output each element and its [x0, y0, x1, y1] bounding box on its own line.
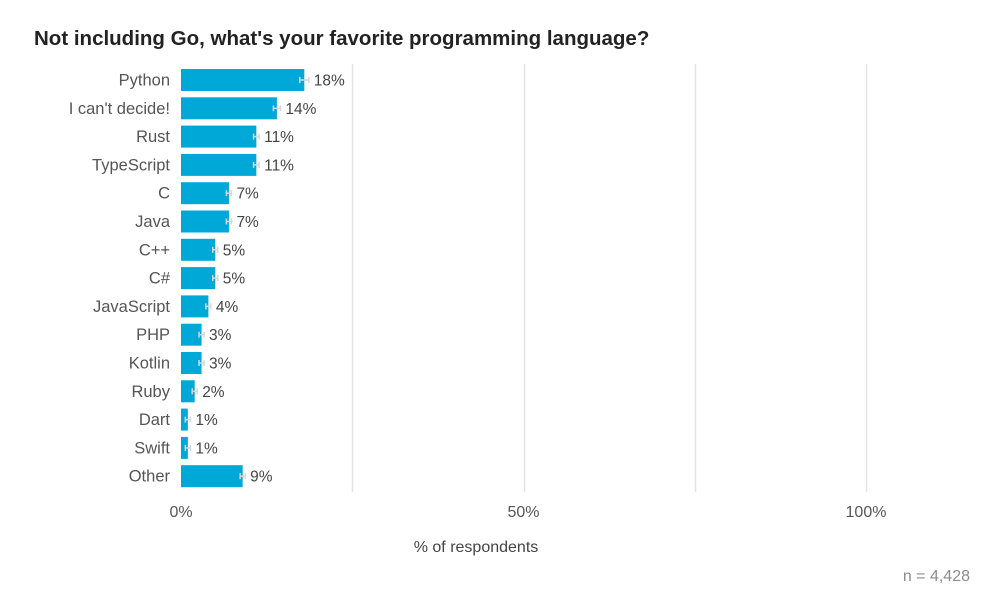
error-bar	[252, 161, 260, 168]
data-label: 7%	[236, 214, 259, 231]
data-label: 1%	[195, 440, 218, 457]
bar	[181, 465, 243, 488]
gridlines	[351, 64, 868, 492]
data-label: 3%	[209, 327, 232, 344]
bar	[181, 380, 195, 403]
bar-row: C 7%	[158, 182, 259, 205]
error-bar	[198, 360, 205, 366]
category-label: Dart	[139, 411, 171, 429]
data-label: 2%	[202, 384, 225, 401]
chart-title: Not including Go, what's your favorite p…	[34, 27, 650, 50]
error-bar	[272, 105, 282, 112]
category-label: Python	[119, 72, 170, 90]
data-label: 18%	[314, 73, 345, 90]
bar-row: TypeScript 11%	[92, 153, 294, 176]
bar-row: C++ 5%	[139, 238, 246, 261]
error-bar	[212, 275, 219, 282]
x-tick-label: 100%	[846, 504, 887, 521]
bar-row: JavaScript 4%	[93, 295, 239, 318]
data-label: 9%	[250, 469, 273, 486]
bar-row: I can't decide! 14%	[69, 97, 317, 120]
bar	[181, 352, 202, 374]
bar-row: Kotlin 3%	[129, 352, 232, 374]
error-bar	[239, 473, 246, 480]
category-label: Rust	[136, 128, 170, 146]
bar-row: Dart 1%	[139, 408, 218, 431]
data-label: 7%	[236, 186, 259, 203]
bar-row: Java 7%	[135, 210, 259, 233]
category-label: Kotlin	[129, 355, 170, 373]
data-label: 5%	[223, 271, 246, 288]
bar	[181, 408, 188, 431]
bar-row: Other 9%	[129, 465, 273, 488]
bar	[181, 97, 277, 120]
category-label: JavaScript	[93, 298, 170, 316]
category-label: PHP	[136, 326, 170, 344]
category-label: Ruby	[131, 383, 170, 401]
bar	[181, 238, 216, 261]
error-bar	[198, 331, 205, 338]
x-tick-label: 50%	[507, 504, 539, 521]
category-label: TypeScript	[92, 156, 170, 174]
error-bar	[205, 303, 212, 310]
x-axis-label: % of respondents	[413, 539, 539, 556]
category-label: Other	[129, 468, 171, 486]
data-label: 11%	[264, 157, 294, 174]
bar	[181, 153, 257, 176]
error-bar	[225, 190, 233, 197]
error-bar	[225, 218, 233, 225]
category-label: C++	[139, 241, 170, 259]
error-bar	[191, 388, 198, 395]
category-label: Java	[135, 213, 171, 231]
error-bar	[252, 133, 260, 140]
bar-row: Ruby 2%	[131, 380, 225, 403]
bar-row: C# 5%	[149, 267, 246, 290]
bar-row: Rust 11%	[136, 125, 294, 148]
bar	[181, 210, 229, 233]
data-label: 11%	[264, 129, 294, 146]
data-label: 5%	[223, 242, 246, 259]
error-bar	[299, 77, 310, 83]
error-bar	[212, 246, 219, 253]
data-label: 14%	[285, 101, 316, 118]
data-label: 1%	[195, 412, 218, 429]
bar-row: Python 18%	[119, 69, 345, 91]
bar-row: PHP 3%	[136, 323, 232, 346]
category-label: Swift	[134, 439, 170, 457]
error-bar	[184, 444, 192, 451]
bar	[181, 436, 188, 459]
category-label: I can't decide!	[69, 100, 170, 118]
bar	[181, 267, 216, 290]
bar	[181, 125, 257, 148]
category-label: C	[158, 185, 170, 203]
category-label: C#	[149, 270, 171, 288]
bar	[181, 295, 209, 318]
bar	[181, 69, 305, 91]
bar	[181, 182, 229, 205]
error-bar	[184, 416, 192, 423]
x-tick-label: 0%	[169, 504, 192, 521]
sample-size-label: n = 4,428	[902, 568, 970, 585]
data-label: 4%	[216, 299, 239, 316]
data-label: 3%	[209, 356, 232, 373]
bar-row: Swift 1%	[134, 436, 218, 459]
bar	[181, 323, 202, 346]
